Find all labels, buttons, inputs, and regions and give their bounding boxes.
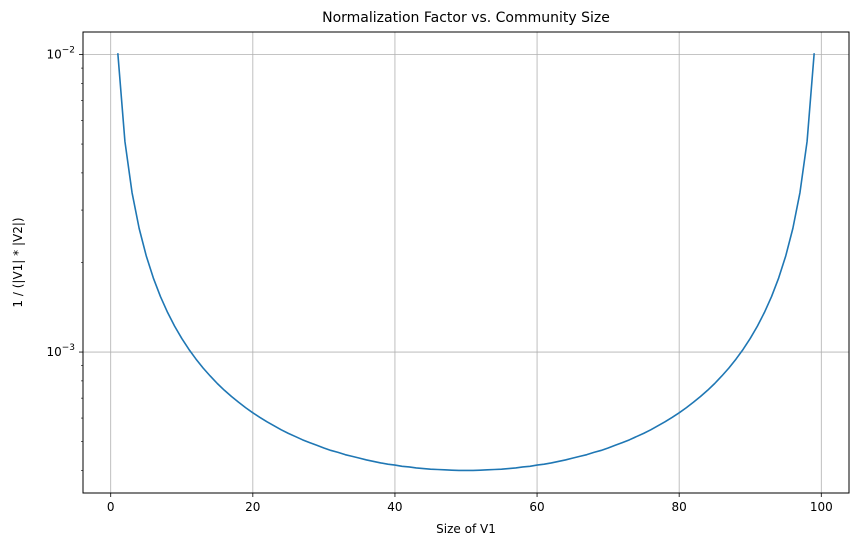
y-tick-label: 10−3 (46, 343, 75, 359)
x-tick-label: 80 (672, 500, 687, 514)
chart-title: Normalization Factor vs. Community Size (322, 10, 610, 26)
series-layer (117, 53, 815, 472)
x-tick-label: 100 (810, 500, 833, 514)
x-tick-label: 20 (245, 500, 260, 514)
ticks: 0 20 40 60 80 100 10−3 10−2 (46, 45, 832, 514)
y-tick-label: 10−2 (46, 45, 75, 61)
x-axis-title: Size of V1 (436, 522, 496, 536)
x-tick-label: 0 (107, 500, 115, 514)
x-tick-label: 40 (387, 500, 402, 514)
y-axis-title: 1 / (|V1| * |V2|) (11, 217, 25, 307)
series-line-1 (117, 53, 815, 472)
grid (83, 32, 849, 493)
x-tick-label: 60 (529, 500, 544, 514)
